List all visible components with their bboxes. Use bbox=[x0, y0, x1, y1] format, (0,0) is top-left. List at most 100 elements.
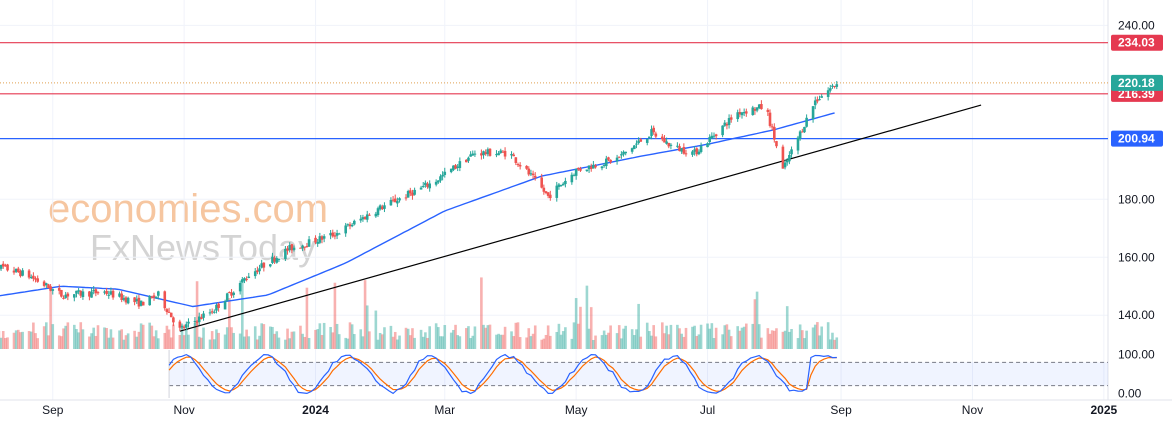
volume-bar bbox=[557, 323, 561, 349]
candle-body bbox=[437, 180, 440, 183]
volume-bar bbox=[182, 335, 186, 349]
candle-body bbox=[29, 276, 33, 279]
volume-bar bbox=[314, 329, 317, 349]
candle-body bbox=[202, 313, 205, 318]
volume-bar bbox=[258, 335, 261, 349]
candle-body bbox=[182, 326, 186, 328]
volume-bar bbox=[6, 337, 9, 349]
date-tick-label: 2025 bbox=[1090, 403, 1117, 417]
volume-bar bbox=[376, 339, 380, 349]
candle-body bbox=[589, 166, 593, 169]
volume-bar bbox=[486, 325, 490, 349]
candle-body bbox=[253, 271, 257, 277]
volume-bar bbox=[45, 322, 48, 349]
volume-bar bbox=[785, 306, 789, 349]
volume-bar bbox=[833, 339, 836, 349]
volume-bar bbox=[150, 325, 154, 349]
volume-bar bbox=[503, 326, 507, 349]
volume-bar bbox=[710, 323, 714, 349]
volume-bar bbox=[768, 333, 772, 349]
volume-bar bbox=[572, 322, 576, 349]
volume-bar bbox=[124, 335, 128, 349]
volume-bar bbox=[307, 337, 311, 349]
volume-bar bbox=[788, 331, 791, 349]
candle-body bbox=[273, 257, 276, 262]
price-axis[interactable]: 240.00 180.00 160.00 140.00 100.00 0.00 234.03… bbox=[1111, 18, 1163, 400]
candle-body bbox=[0, 265, 3, 269]
candle-body bbox=[587, 165, 591, 170]
candle-body bbox=[230, 292, 233, 296]
volume-bar bbox=[760, 337, 763, 349]
candle-body bbox=[449, 168, 453, 173]
candle-body bbox=[757, 104, 761, 109]
volume-bar bbox=[622, 328, 625, 349]
date-tick-label: Mar bbox=[434, 403, 455, 417]
candle-body bbox=[333, 235, 337, 237]
candle-body bbox=[714, 134, 718, 137]
volume-bar bbox=[47, 335, 50, 349]
volume-bar bbox=[727, 329, 731, 349]
volume-bar bbox=[167, 329, 171, 349]
volume-bar bbox=[318, 323, 322, 349]
candle-body bbox=[381, 206, 384, 210]
candle-body bbox=[316, 242, 319, 244]
volume-bar bbox=[381, 334, 384, 349]
volume-bar bbox=[271, 326, 274, 349]
volume-bar bbox=[133, 330, 136, 349]
candle-body bbox=[66, 293, 70, 297]
volume-bar bbox=[288, 338, 291, 349]
candle-body bbox=[561, 183, 565, 186]
candle-body bbox=[208, 312, 212, 314]
volume-bar bbox=[798, 324, 802, 349]
candle-body bbox=[81, 291, 85, 298]
volume-bar bbox=[217, 332, 220, 349]
volume-bar bbox=[669, 324, 673, 349]
candle-body bbox=[699, 145, 703, 152]
candle-body bbox=[409, 190, 412, 194]
candle-body bbox=[225, 293, 229, 301]
candle-body bbox=[497, 153, 500, 156]
candle-body bbox=[305, 246, 309, 248]
candle-body bbox=[165, 309, 169, 313]
volume-bar bbox=[1, 331, 5, 349]
candle-body bbox=[605, 158, 608, 167]
candle-body bbox=[335, 233, 339, 236]
volume-bar bbox=[419, 329, 423, 349]
candle-body bbox=[271, 256, 274, 263]
candle-body bbox=[94, 289, 98, 294]
volume-bar bbox=[589, 307, 593, 349]
candle-body bbox=[773, 126, 776, 140]
date-tick-label: Nov bbox=[173, 403, 194, 417]
candle-body bbox=[200, 317, 203, 320]
candle-body bbox=[277, 258, 281, 260]
candle-body bbox=[706, 143, 709, 148]
candle-body bbox=[456, 166, 459, 168]
candle-body bbox=[600, 166, 604, 169]
candle-body bbox=[424, 182, 427, 186]
candle-body bbox=[434, 181, 438, 185]
volume-bar bbox=[109, 329, 113, 349]
volume-bar bbox=[141, 324, 145, 349]
candle-body bbox=[663, 138, 666, 143]
candle-body bbox=[751, 107, 755, 116]
volume-bar bbox=[512, 336, 515, 349]
level-badge-234.03-bg bbox=[1111, 34, 1163, 51]
candle-body bbox=[139, 300, 143, 306]
time-axis[interactable]: Sep Nov 2024 Mar May Jul Sep Nov 2025 bbox=[42, 403, 1117, 417]
volume-bar bbox=[813, 324, 817, 349]
volume-bar bbox=[335, 323, 339, 349]
volume-bar bbox=[691, 326, 694, 349]
candle-body bbox=[811, 106, 815, 120]
volume-bar bbox=[103, 327, 106, 349]
volume-bar bbox=[19, 332, 22, 349]
volume-bar bbox=[329, 326, 332, 349]
volume-bar bbox=[652, 325, 655, 349]
volume-bar bbox=[344, 337, 347, 349]
candle-body bbox=[712, 135, 716, 137]
volume-bar bbox=[742, 326, 746, 349]
date-tick-label: 2024 bbox=[302, 403, 329, 417]
volume-bar bbox=[680, 333, 683, 349]
volume-bar bbox=[510, 331, 513, 349]
volume-bar bbox=[223, 334, 227, 349]
candle-body bbox=[652, 127, 655, 133]
